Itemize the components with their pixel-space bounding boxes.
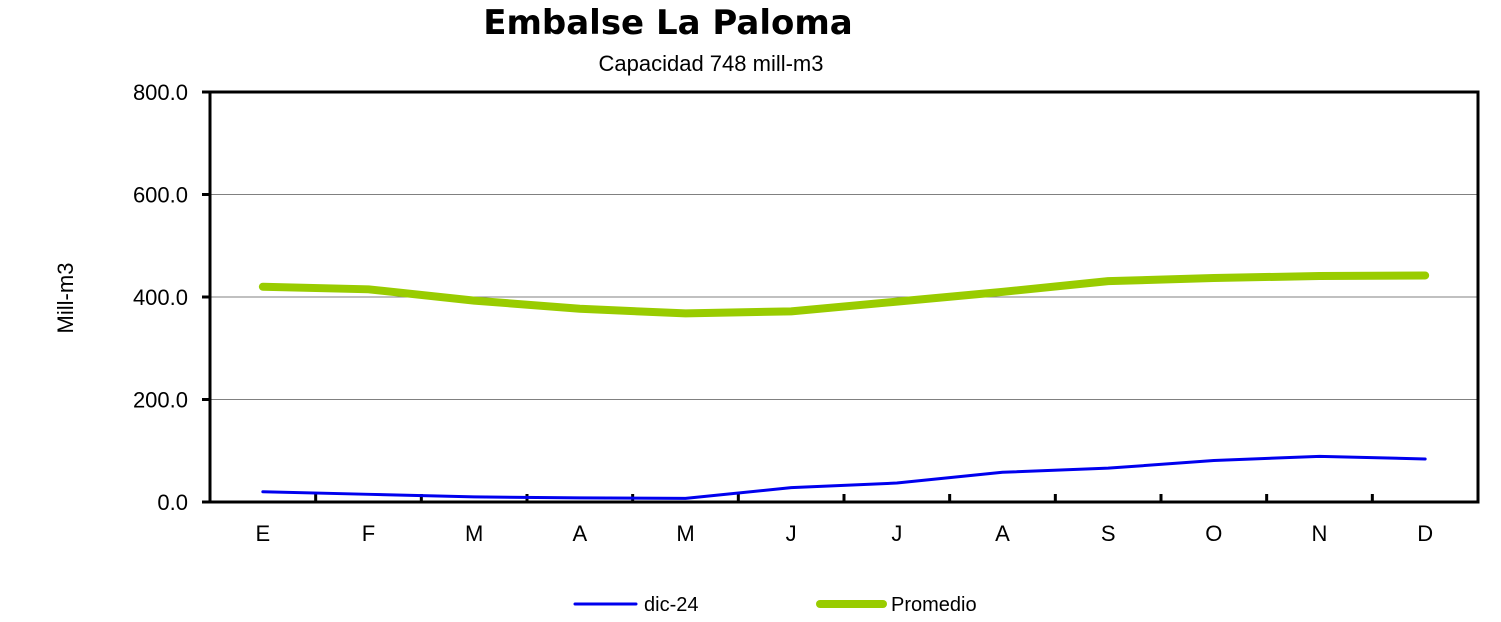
x-tick-label: M (465, 521, 483, 546)
y-axis-label: Mill-m3 (53, 263, 78, 334)
x-tick-label: J (891, 521, 902, 546)
series-line-promedio (258, 271, 1430, 318)
chart-subtitle: Capacidad 748 mill-m3 (599, 51, 824, 76)
x-tick-label: A (995, 521, 1010, 546)
chart-title: Embalse La Paloma (483, 3, 853, 43)
legend: dic-24 Promedio (573, 594, 977, 616)
y-tick-label: 200.0 (133, 388, 188, 413)
y-tick-label: 800.0 (133, 80, 188, 105)
x-tick-label: N (1312, 521, 1328, 546)
y-tick-label: 600.0 (133, 183, 188, 208)
x-tick-label: M (676, 521, 694, 546)
x-tick-label: J (786, 521, 797, 546)
gridlines (210, 194, 1478, 400)
y-tick-label: 400.0 (133, 285, 188, 310)
x-tick-label: F (362, 521, 375, 546)
x-tick-label: D (1417, 521, 1433, 546)
legend-label: dic-24 (644, 594, 698, 616)
series-line-dic-24 (261, 454, 1427, 500)
y-tick-label: 0.0 (157, 490, 188, 515)
y-axis-ticks: 0.0 200.0 400.0 600.0 800.0 (133, 80, 210, 515)
series-lines (258, 271, 1430, 500)
x-tick-label: A (572, 521, 587, 546)
legend-label: Promedio (891, 594, 977, 616)
x-tick-label: S (1101, 521, 1116, 546)
x-tick-label: O (1205, 521, 1222, 546)
plot-frame (208, 90, 1480, 504)
x-tick-label: E (255, 521, 270, 546)
